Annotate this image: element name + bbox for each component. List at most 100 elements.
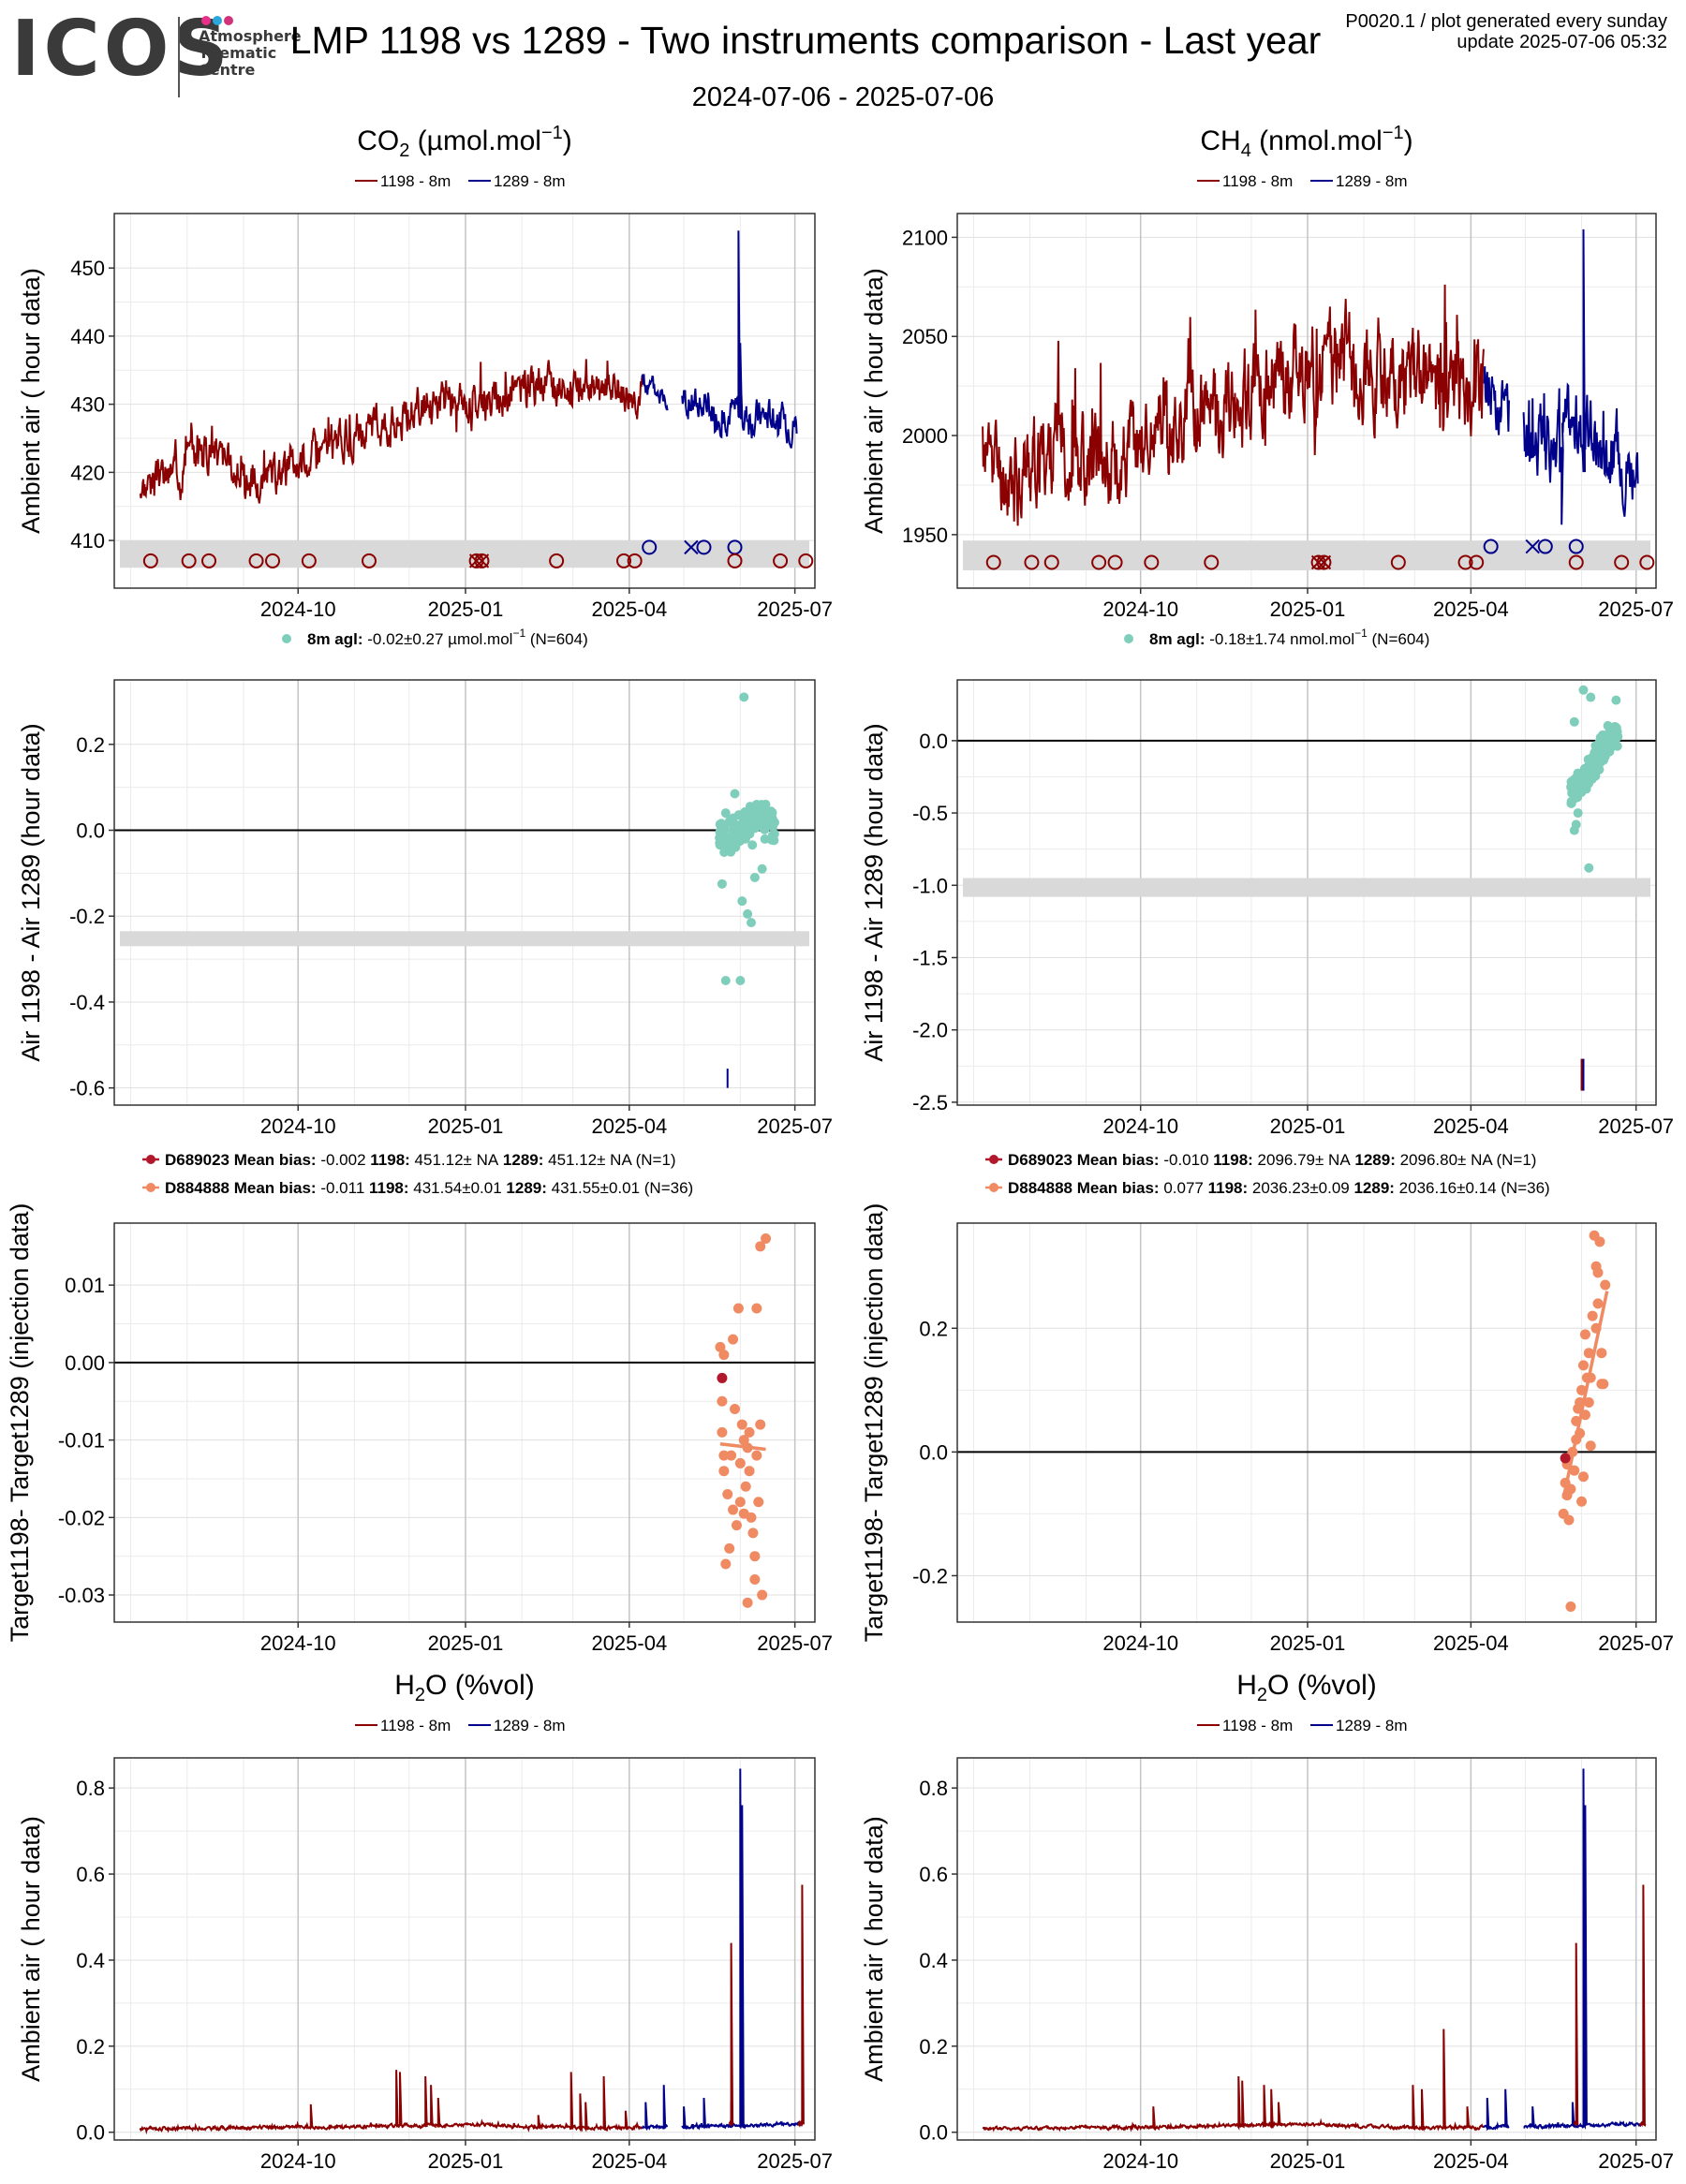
target-point-d884888 xyxy=(738,1508,749,1519)
title-subscript: 2 xyxy=(1257,1685,1267,1705)
calibration-cross xyxy=(1316,554,1332,570)
diff-point xyxy=(747,918,756,928)
y-tick-label: 0.4 xyxy=(76,1949,105,1972)
calibration-marker xyxy=(181,553,197,568)
legend-v1198: 2096.79± NA xyxy=(1253,1151,1352,1169)
calibration-marker xyxy=(627,553,643,568)
target-point-d884888 xyxy=(1577,1360,1589,1371)
legend-v1289: 431.55±0.01 (N=36) xyxy=(547,1179,693,1197)
legend-label: D689023 xyxy=(1008,1151,1072,1169)
legend-swatch xyxy=(282,634,291,643)
y-tick-label: -0.5 xyxy=(912,802,948,825)
target-point-d884888 xyxy=(753,1497,764,1508)
legend-swatch xyxy=(989,1155,998,1164)
target-point-d884888 xyxy=(1594,1236,1605,1247)
diff-point xyxy=(1604,728,1614,738)
x-tick-label: 2025-07 xyxy=(757,1114,833,1138)
target-point-d884888 xyxy=(1583,1397,1594,1409)
target-point-d884888 xyxy=(749,1551,761,1562)
diff-point xyxy=(760,834,770,844)
generation-note: P0020.1 / plot generated every sunday up… xyxy=(1345,11,1667,52)
plot-frame xyxy=(956,213,1657,589)
series-line xyxy=(641,2085,669,2132)
target-point-d884888 xyxy=(717,1395,728,1407)
y-tick-label: 0.8 xyxy=(919,1777,948,1800)
x-tick-label: 2025-04 xyxy=(1433,1631,1509,1655)
y-tick-label: 0.0 xyxy=(76,2121,105,2145)
target-point-d884888 xyxy=(720,1558,732,1570)
calibration-marker xyxy=(642,539,658,555)
legend-l1198: 1198: xyxy=(366,1151,410,1169)
calibration-marker xyxy=(1043,554,1059,570)
legend-v1198: 451.12± NA xyxy=(410,1151,499,1169)
x-tick-label: 2025-07 xyxy=(1598,1114,1674,1138)
legend-label: 1198 - 8m xyxy=(1222,1717,1293,1734)
y-axis-label: Air 1198 - Air 1289 (hour data) xyxy=(17,723,45,1061)
y-axis-label: Air 1198 - Air 1289 (hour data) xyxy=(860,723,888,1061)
target-point-d884888 xyxy=(730,1404,741,1415)
x-tick-label: 2024-10 xyxy=(260,598,336,621)
target-point-d884888 xyxy=(1569,1465,1580,1476)
x-tick-label: 2024-10 xyxy=(1102,598,1178,621)
target-point-d689023 xyxy=(717,1372,728,1383)
calibration-marker xyxy=(1537,539,1553,554)
y-tick-label: 0.0 xyxy=(919,2121,948,2145)
calibration-marker xyxy=(1568,554,1584,570)
diff-point xyxy=(720,976,731,986)
chart-ch4-target: -0.2 0.0 0.2 2024-10 2025-01 2025-04 2025-07 Ta… xyxy=(860,1151,1674,1655)
legend-value: -0.02±0.27 µmol.mol xyxy=(363,630,513,648)
series-line xyxy=(1522,229,1639,525)
series-line xyxy=(681,1768,804,2131)
calibration-cross xyxy=(1525,539,1540,554)
x-tick-label: 2025-01 xyxy=(1270,1631,1346,1655)
diff-point xyxy=(737,896,747,907)
y-tick-label: -0.2 xyxy=(69,905,105,928)
title-close: ) xyxy=(1404,125,1413,156)
calibration-cross xyxy=(468,553,484,568)
y-tick-label: 2100 xyxy=(902,226,948,249)
legend-label: D884888 xyxy=(165,1179,229,1197)
legend-mean: Mean bias: xyxy=(1072,1151,1160,1169)
target-point-d884888 xyxy=(1565,1601,1576,1612)
legend-v1198: 2036.23±0.09 xyxy=(1248,1179,1350,1197)
y-tick-label: 0.6 xyxy=(919,1863,948,1886)
diff-point xyxy=(739,692,749,702)
target-point-d884888 xyxy=(718,1450,730,1461)
diff-point xyxy=(720,808,731,819)
target-point-d884888 xyxy=(761,1233,772,1245)
diff-point xyxy=(1573,808,1583,819)
diff-point xyxy=(1601,744,1611,754)
x-tick-label: 2025-04 xyxy=(591,598,667,621)
target-point-d884888 xyxy=(740,1481,751,1492)
y-tick-label: -1.5 xyxy=(912,946,948,969)
diff-point xyxy=(725,832,735,842)
target-point-d884888 xyxy=(744,1466,755,1477)
y-tick-label: 0.01 xyxy=(65,1274,105,1297)
y-tick-label: -0.2 xyxy=(912,1564,948,1587)
logo-dot xyxy=(224,16,233,25)
y-tick-label: -0.02 xyxy=(58,1506,105,1529)
calibration-marker xyxy=(727,553,743,568)
diff-point xyxy=(1566,776,1576,787)
target-point-d884888 xyxy=(1592,1298,1604,1309)
legend-l1289: 1289: xyxy=(502,1179,547,1197)
logo-dots-icon xyxy=(201,16,233,25)
y-tick-label: 0.6 xyxy=(76,1863,105,1886)
target-point-d884888 xyxy=(751,1303,762,1314)
target-point-d689023 xyxy=(1560,1453,1571,1464)
target-legend-row: D884888 Mean bias: -0.011 1198: 431.54±0… xyxy=(165,1179,693,1197)
diff-point xyxy=(717,878,727,889)
diff-point xyxy=(751,799,762,809)
y-tick-label: 0.2 xyxy=(76,733,105,757)
calibration-marker xyxy=(1483,539,1499,554)
legend-swatch xyxy=(146,1155,155,1164)
x-tick-label: 2025-04 xyxy=(591,2149,667,2173)
x-tick-label: 2025-07 xyxy=(1598,598,1674,621)
legend-l1198: 1198: xyxy=(1209,1151,1253,1169)
panel-title: H2O (%vol) xyxy=(394,1670,534,1705)
y-tick-label: -2.0 xyxy=(912,1019,948,1042)
title-close: ) xyxy=(563,125,572,156)
trend-line xyxy=(1561,1291,1609,1499)
y-tick-label: 0.00 xyxy=(65,1351,105,1375)
calibration-marker xyxy=(1390,554,1406,570)
